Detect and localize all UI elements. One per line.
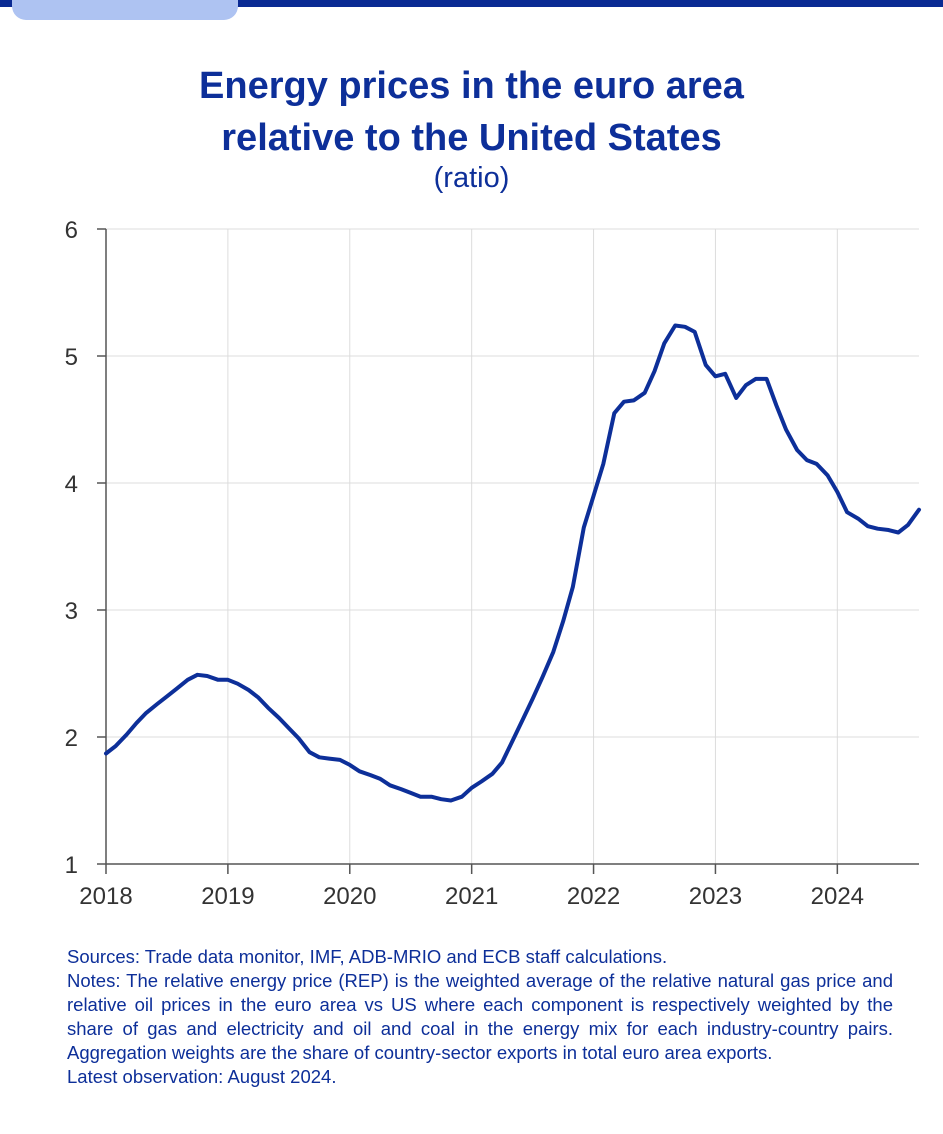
chart-title-line-2: relative to the United States [221, 117, 722, 159]
latest-observation-text: Latest observation: August 2024. [67, 1066, 337, 1087]
chart-notes: Sources: Trade data monitor, IMF, ADB-MR… [67, 945, 893, 1089]
y-tick-label-5: 5 [65, 344, 78, 371]
chart-title-line-1: Energy prices in the euro area [199, 65, 744, 107]
notes-text: Notes: The relative energy price (REP) i… [67, 970, 893, 1063]
chart-title: Energy prices in the euro area relative … [0, 60, 943, 164]
grid-lines [106, 228, 919, 864]
x-tick-label-2021: 2021 [445, 883, 498, 910]
axes [97, 228, 919, 874]
tick-labels: 1 2 3 4 5 6 2018 2019 2020 2021 2022 2023 2024 [65, 217, 864, 910]
y-tick-label-2: 2 [65, 725, 78, 752]
top-accent-bar [0, 0, 943, 7]
y-tick-label-4: 4 [65, 471, 78, 498]
top-tab-shape [12, 0, 238, 20]
y-tick-label-1: 1 [65, 852, 78, 879]
sources-text: Sources: Trade data monitor, IMF, ADB-MR… [67, 946, 668, 967]
line-chart: 1 2 3 4 5 6 2018 2019 2020 2021 2022 2023 2024 [65, 217, 921, 910]
x-tick-label-2020: 2020 [323, 883, 376, 910]
x-tick-label-2023: 2023 [689, 883, 742, 910]
series-group [104, 323, 921, 803]
chart-subtitle: (ratio) [433, 162, 510, 194]
y-tick-label-3: 3 [65, 598, 78, 625]
y-tick-label-6: 6 [65, 217, 78, 244]
x-tick-label-2019: 2019 [201, 883, 254, 910]
x-tick-label-2022: 2022 [567, 883, 620, 910]
x-tick-label-2018: 2018 [79, 883, 132, 910]
series-line-rep [104, 323, 921, 803]
x-tick-label-2024: 2024 [811, 883, 864, 910]
